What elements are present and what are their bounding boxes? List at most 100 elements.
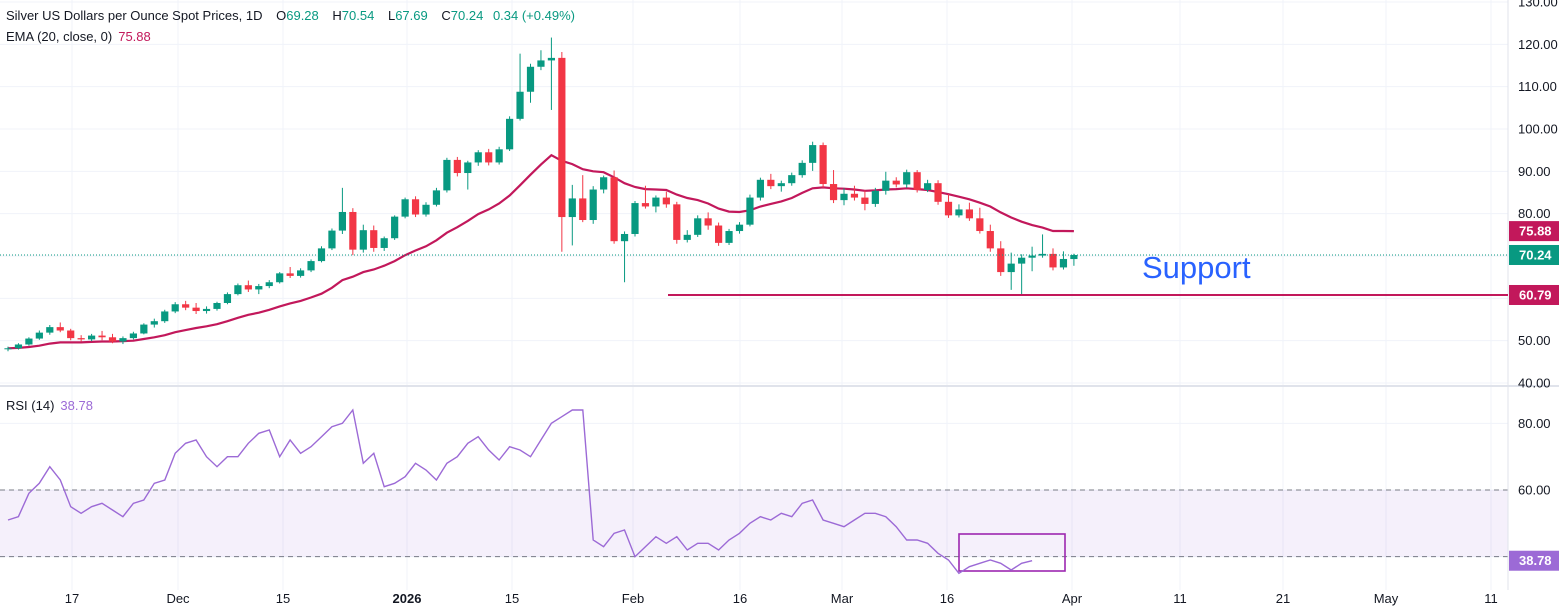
candle [631, 200, 639, 237]
candle-body [850, 193, 859, 198]
candle-body [234, 285, 242, 295]
candle-body [924, 183, 932, 190]
rsi-line [7, 408, 1033, 575]
candle [558, 51, 566, 252]
rsi-badge-text: 38.78 [1519, 553, 1552, 568]
candle [1028, 246, 1036, 272]
candle [955, 204, 963, 218]
candle [694, 215, 702, 237]
candle [516, 53, 524, 121]
ema-label[interactable]: EMA (20, close, 0) [6, 29, 113, 44]
price-tick-label: 120.00 [1518, 37, 1558, 52]
candle-body [986, 231, 994, 249]
candle-body [182, 304, 190, 308]
candle-body [673, 204, 681, 240]
candle [1070, 253, 1078, 266]
candle [14, 343, 23, 350]
candle [161, 309, 169, 323]
candle [474, 150, 482, 166]
candle-body [129, 333, 137, 339]
rsi-highlight-box[interactable] [958, 533, 1066, 572]
candle-body [4, 348, 12, 350]
candle-body [662, 197, 670, 205]
candle [35, 330, 43, 340]
candle [568, 184, 576, 246]
time-tick-label: May [1374, 591, 1399, 606]
candle-body [213, 302, 221, 309]
support-badge: 60.79 [1509, 284, 1559, 305]
time-tick-label: Mar [831, 591, 854, 606]
candle [537, 50, 545, 71]
symbol-title[interactable]: Silver US Dollars per Ounce Spot Prices,… [6, 8, 263, 23]
candle [944, 194, 953, 218]
rsi-axis[interactable]: 80.00 60.00 [1518, 416, 1551, 498]
candle-body [359, 230, 367, 250]
candle-body [338, 211, 346, 231]
candle [641, 185, 650, 209]
candle-body [223, 294, 232, 303]
candle [443, 157, 451, 193]
time-tick-label: 15 [276, 591, 290, 606]
candle-body [171, 304, 179, 312]
candle [98, 330, 106, 341]
ema-badge-text: 75.88 [1519, 224, 1552, 239]
time-tick-label: Dec [166, 591, 190, 606]
candle-body [98, 335, 106, 338]
close-badge-text: 70.24 [1519, 247, 1552, 262]
candle [67, 328, 75, 341]
candle-body [506, 118, 514, 150]
candle [767, 173, 775, 190]
candle [391, 215, 399, 240]
candle-body [589, 189, 597, 221]
candle-body [161, 311, 169, 322]
rsi-label[interactable]: RSI (14) [6, 398, 55, 413]
candle-body [913, 172, 921, 190]
time-tick-label: 17 [65, 591, 79, 606]
candle-body [934, 183, 942, 202]
candle-body [547, 57, 555, 61]
candle-body [976, 218, 984, 232]
candle [589, 186, 597, 224]
candle [934, 180, 942, 205]
candle-body [840, 193, 848, 201]
time-axis[interactable]: 17 Dec 15 2026 15 Feb 16 Mar 16 Apr 11 21 May 11 [65, 591, 1498, 606]
candle [56, 322, 64, 333]
candle-body [192, 307, 200, 312]
time-tick-label: 15 [505, 591, 519, 606]
candle-body [944, 201, 953, 216]
candle [202, 306, 211, 314]
candle [526, 63, 535, 103]
candle [840, 188, 848, 206]
candle-body [558, 57, 566, 218]
candle [328, 228, 336, 251]
high-label: H [332, 8, 342, 23]
candle-body [422, 204, 430, 215]
candle [673, 201, 681, 244]
candle [903, 169, 911, 188]
candle [798, 160, 806, 178]
candle-body [537, 60, 545, 67]
candle [715, 222, 723, 246]
candle-body [297, 270, 305, 276]
candle [924, 179, 932, 193]
candle-body [286, 273, 294, 276]
candle-body [725, 231, 733, 243]
candle [756, 177, 764, 201]
time-tick-label: 2026 [393, 591, 422, 606]
candle [1049, 248, 1057, 271]
candle-body [495, 149, 503, 163]
candle-body [610, 177, 618, 242]
candle-body [88, 335, 96, 340]
candle-body [641, 203, 650, 207]
candle-body [955, 209, 963, 216]
candle [108, 333, 117, 344]
candle [77, 335, 85, 342]
candle [234, 283, 242, 296]
support-annotation[interactable]: Support [1142, 250, 1251, 285]
time-tick-label: 16 [940, 591, 954, 606]
main-legend: Silver US Dollars per Ounce Spot Prices,… [6, 8, 575, 23]
price-axis[interactable]: 130.00 120.00 110.00 100.00 90.00 80.00 50.00 4… [1518, 0, 1558, 391]
candle [25, 337, 33, 346]
candle-body [568, 198, 576, 218]
